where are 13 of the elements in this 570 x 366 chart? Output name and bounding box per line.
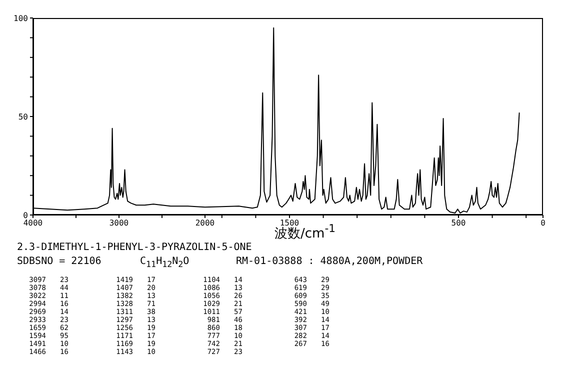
x-tick-label: 500: [451, 218, 466, 228]
x-tick-label: 1500: [280, 218, 300, 228]
text: C$_{11}$H$_{12}$N$_{2}$O: [140, 256, 190, 269]
x-tick-label: 3000: [109, 218, 129, 228]
text: SDBSNO = 22106: [17, 256, 102, 267]
y-tick-label: 50: [18, 112, 28, 122]
text: RM-01-03888 : 4880A,200M,POWDER: [236, 256, 423, 267]
x-tick-label: 0: [540, 218, 546, 228]
x-tick-label: 2000: [195, 218, 215, 228]
y-tick-label: 0: [23, 210, 28, 220]
y-tick-label: 100: [14, 14, 28, 23]
text: 2.3-DIMETHYL-1-PHENYL-3-PYRAZOLIN-5-ONE: [17, 242, 252, 253]
x-tick-label: 4000: [23, 218, 43, 228]
